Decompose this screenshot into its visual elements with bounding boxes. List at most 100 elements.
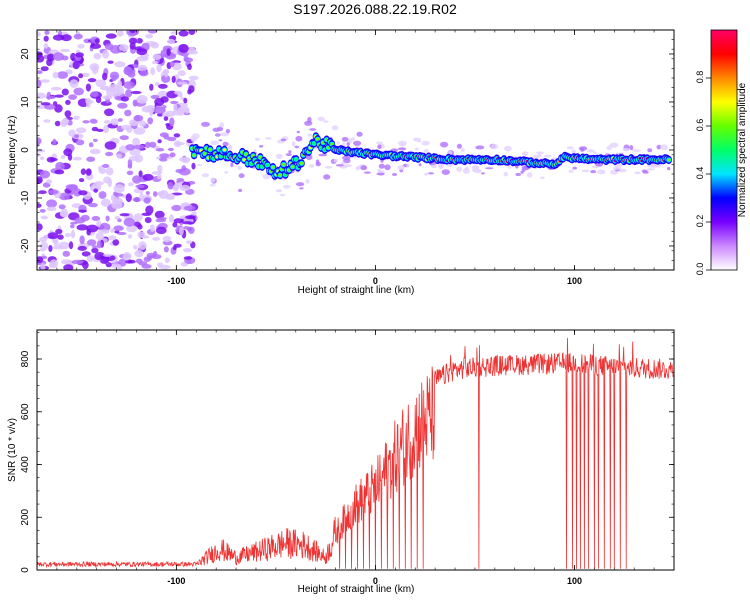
heatmap-noise-cell — [159, 153, 170, 159]
heatmap-noise-cell — [177, 81, 188, 85]
heatmap-noise-cell — [72, 156, 83, 161]
heatmap-noise-cell — [88, 202, 98, 208]
heatmap-noise-cell — [152, 54, 162, 60]
heatmap-noise-cell — [73, 115, 80, 121]
heatmap-noise-cell — [58, 204, 66, 210]
heatmap-scatter-cell — [262, 173, 272, 180]
heatmap-scatter-cell — [421, 140, 430, 146]
heatmap-x-tick-label: -100 — [167, 276, 185, 286]
heatmap-noise-cell — [120, 96, 129, 102]
heatmap-noise-cell — [75, 127, 87, 134]
heatmap-noise-cell — [187, 89, 192, 95]
heatmap-noise-cell — [155, 81, 160, 87]
heatmap-scatter-cell — [634, 171, 641, 175]
heatmap-ridge-core — [290, 165, 295, 169]
heatmap-scatter-cell — [586, 149, 595, 153]
heatmap-noise-cell — [115, 95, 122, 100]
heatmap-noise-cell — [113, 193, 124, 197]
heatmap-scatter-cell — [283, 184, 291, 189]
heatmap-noise-cell — [77, 245, 87, 251]
heatmap-scatter-cell — [305, 179, 310, 184]
colorbar-gradient — [710, 29, 738, 271]
heatmap-scatter-cell — [581, 169, 590, 173]
heatmap-noise-cell — [177, 70, 186, 77]
heatmap-noise-cell — [136, 38, 143, 44]
heatmap-y-tick-label: 0 — [20, 147, 31, 153]
heatmap-noise-cell — [174, 90, 182, 95]
heatmap-noise-cell — [157, 191, 165, 196]
heatmap-noise-cell — [37, 79, 42, 88]
heatmap-noise-cell — [128, 234, 132, 239]
heatmap-noise-cell — [117, 218, 122, 223]
heatmap-ridge-core — [287, 168, 291, 172]
heatmap-noise-cell — [114, 230, 120, 234]
heatmap-ridge-core — [281, 163, 286, 166]
heatmap-scatter-cell — [237, 165, 242, 171]
heatmap-noise-cell — [74, 217, 86, 224]
heatmap-scatter-cell — [191, 138, 196, 142]
heatmap-noise-cell — [59, 210, 67, 217]
heatmap-cells — [37, 30, 672, 270]
heatmap-noise-cell — [134, 249, 144, 258]
heatmap-noise-cell — [96, 220, 101, 228]
heatmap-noise-cell — [65, 99, 71, 105]
heatmap-noise-cell — [75, 139, 85, 146]
heatmap-noise-cell — [171, 75, 176, 83]
heatmap-noise-cell — [158, 83, 168, 89]
heatmap-noise-cell — [186, 46, 196, 55]
heatmap-noise-cell — [39, 248, 46, 252]
heatmap-noise-cell — [124, 109, 132, 117]
heatmap-noise-cell — [86, 156, 96, 162]
heatmap-noise-cell — [85, 98, 91, 103]
heatmap-noise-cell — [191, 162, 196, 170]
heatmap-noise-cell — [183, 248, 192, 253]
heatmap-scatter-cell — [629, 145, 634, 151]
heatmap-noise-cell — [88, 142, 94, 148]
heatmap-scatter-cell — [356, 131, 363, 137]
heatmap-noise-cell — [75, 52, 84, 58]
heatmap-noise-cell — [93, 188, 98, 193]
heatmap-noise-cell — [79, 235, 85, 245]
heatmap-noise-cell — [102, 72, 108, 81]
heatmap-noise-cell — [173, 103, 178, 112]
heatmap-noise-cell — [85, 83, 91, 92]
heatmap-scatter-cell — [238, 188, 243, 193]
heatmap-noise-cell — [80, 168, 87, 175]
heatmap-noise-cell — [43, 235, 49, 238]
heatmap-noise-cell — [139, 120, 147, 127]
heatmap-y-tick-label: -20 — [20, 238, 31, 253]
heatmap-noise-cell — [163, 246, 169, 253]
heatmap-noise-cell — [47, 232, 59, 240]
heatmap-scatter-cell — [592, 151, 597, 154]
heatmap-noise-cell — [118, 118, 123, 122]
heatmap-noise-cell — [117, 30, 124, 37]
heatmap-scatter-cell — [504, 145, 512, 152]
heatmap-noise-cell — [157, 164, 163, 174]
snr-y-tick-label: 800 — [20, 350, 31, 367]
heatmap-scatter-cell — [230, 162, 234, 168]
heatmap-noise-cell — [96, 240, 102, 249]
heatmap-noise-cell — [147, 117, 154, 125]
heatmap-ridge-core — [244, 152, 248, 156]
heatmap-ridge-core — [192, 153, 196, 157]
heatmap-noise-cell — [141, 212, 152, 216]
heatmap-x-tick-label: 0 — [373, 276, 378, 286]
heatmap-noise-cell — [78, 178, 85, 183]
heatmap-scatter-cell — [285, 153, 292, 157]
heatmap-scatter-cell — [342, 155, 351, 160]
heatmap-noise-cell — [148, 141, 157, 148]
heatmap-noise-cell — [102, 50, 110, 59]
heatmap-ridge-core — [222, 148, 227, 152]
heatmap-noise-cell — [182, 221, 193, 225]
heatmap-scatter-cell — [377, 168, 382, 173]
heatmap-noise-cell — [86, 228, 91, 236]
heatmap-scatter-cell — [323, 174, 331, 180]
heatmap-x-axis-label: Height of straight line (km) — [298, 285, 415, 296]
heatmap-scatter-cell — [473, 165, 480, 170]
heatmap-scatter-cell — [378, 163, 385, 169]
heatmap-scatter-cell — [397, 147, 407, 151]
heatmap-noise-cell — [68, 94, 77, 100]
heatmap-noise-cell — [170, 100, 179, 105]
heatmap-noise-cell — [179, 226, 184, 236]
heatmap-noise-cell — [73, 87, 84, 96]
